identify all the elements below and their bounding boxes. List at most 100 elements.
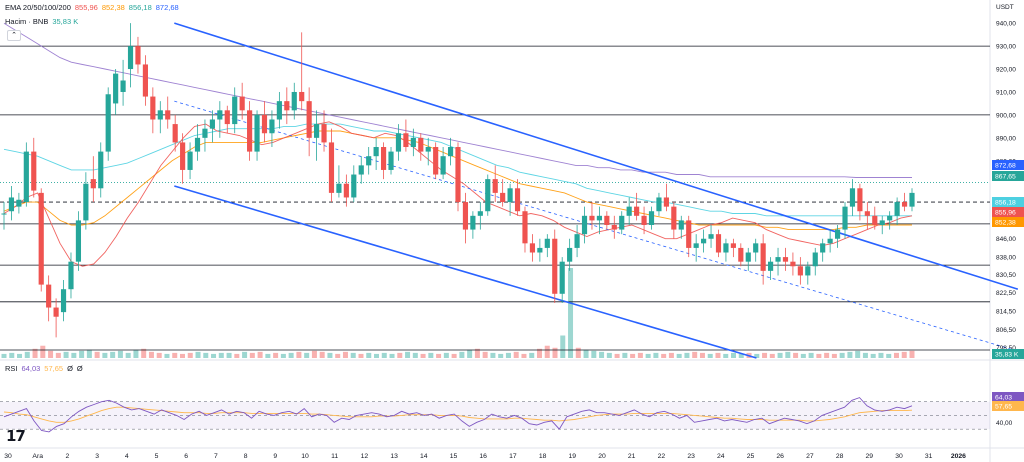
candle-body bbox=[261, 114, 268, 134]
price-axis-tick: 930,00 bbox=[996, 44, 1016, 51]
volume-bar bbox=[699, 352, 705, 358]
volume-bar bbox=[311, 350, 317, 358]
volume-bar bbox=[436, 353, 442, 358]
candle-body bbox=[254, 114, 260, 152]
rsi-axis-tick: 40,00 bbox=[996, 420, 1013, 427]
time-axis-label: 12 bbox=[361, 453, 369, 460]
candle-body bbox=[753, 243, 759, 253]
candle-body bbox=[574, 234, 580, 248]
candle-body bbox=[641, 215, 647, 225]
candle-body bbox=[90, 179, 96, 189]
candle-body bbox=[842, 206, 848, 230]
candle-body bbox=[537, 247, 543, 253]
channel-mid-dashed-line bbox=[174, 100, 1018, 352]
volume-bar bbox=[692, 351, 698, 358]
price-axis-tick: 838,00 bbox=[996, 255, 1016, 262]
volume-bar bbox=[668, 352, 674, 358]
price-axis-tick: 920,00 bbox=[996, 67, 1016, 74]
candle-body bbox=[395, 133, 402, 152]
candle-body bbox=[75, 220, 82, 262]
volume-legend-label: Hacim · BNB bbox=[5, 17, 49, 26]
volume-bar bbox=[187, 352, 193, 358]
volume-bar bbox=[676, 353, 682, 358]
candle-body bbox=[187, 151, 193, 170]
candle-body bbox=[433, 147, 439, 175]
volume-bar bbox=[886, 353, 892, 358]
candle-body bbox=[306, 101, 312, 138]
volume-bar bbox=[459, 351, 465, 358]
volume-bar bbox=[715, 352, 721, 358]
candle-body bbox=[864, 211, 870, 216]
candle-body bbox=[60, 289, 67, 313]
candle-body bbox=[552, 238, 558, 294]
volume-bar bbox=[785, 351, 791, 358]
volume-bar bbox=[831, 353, 837, 358]
candle-body bbox=[492, 179, 498, 193]
candle-body bbox=[291, 91, 297, 111]
rsi-value: 64,03 bbox=[21, 364, 41, 373]
candle-body bbox=[336, 183, 342, 193]
time-axis-label: 27 bbox=[806, 453, 814, 460]
volume-bar bbox=[862, 352, 868, 358]
candle-body bbox=[276, 101, 282, 120]
rsi-tag bbox=[992, 392, 1024, 402]
volume-bar bbox=[125, 352, 131, 358]
volume-bar bbox=[637, 352, 643, 358]
candle-body bbox=[663, 197, 669, 207]
volume-bar bbox=[86, 349, 92, 358]
ema50-value: 852,38 bbox=[101, 3, 125, 12]
volume-bar bbox=[482, 351, 488, 358]
candle-body bbox=[849, 188, 856, 207]
candle-body bbox=[827, 238, 833, 244]
volume-bar bbox=[71, 352, 77, 358]
collapse-legend-button[interactable]: ⌃ bbox=[7, 30, 21, 41]
price-tag-label: 867,65 bbox=[995, 174, 1016, 181]
ema200-line bbox=[3, 22, 912, 178]
candle-body bbox=[656, 197, 662, 212]
price-tag bbox=[992, 197, 1024, 207]
time-axis-label: 6 bbox=[184, 453, 188, 460]
volume-bar bbox=[451, 353, 457, 358]
candle-body bbox=[299, 91, 305, 102]
candle-body bbox=[418, 137, 424, 152]
volume-bar bbox=[568, 268, 574, 358]
time-axis-label: 29 bbox=[866, 453, 874, 460]
rsi-line bbox=[3, 397, 913, 433]
candle-body bbox=[760, 243, 766, 271]
volume-bar bbox=[428, 352, 434, 358]
candle-body bbox=[567, 247, 573, 262]
volume-bar bbox=[707, 353, 713, 358]
volume-bar bbox=[498, 353, 504, 358]
price-axis-currency: USDT bbox=[996, 4, 1014, 11]
time-axis-label: 3 bbox=[95, 453, 99, 460]
candle-body bbox=[686, 220, 692, 248]
candle-body bbox=[500, 192, 506, 203]
volume-bar bbox=[40, 345, 46, 358]
volume-bar bbox=[855, 350, 861, 358]
time-axis-label: 18 bbox=[539, 453, 547, 460]
price-axis-tick: 910,00 bbox=[996, 89, 1016, 96]
candle-body bbox=[894, 202, 900, 216]
volume-bar bbox=[257, 351, 263, 358]
price-tag-label: 852,38 bbox=[995, 220, 1016, 227]
tradingview-logo-icon: 17 bbox=[6, 427, 26, 445]
volume-bar bbox=[738, 353, 744, 358]
price-tag bbox=[992, 171, 1024, 181]
volume-bar bbox=[164, 353, 170, 358]
volume-bar bbox=[265, 353, 271, 358]
candle-body bbox=[708, 234, 714, 239]
volume-value: 35,83 K bbox=[52, 17, 79, 26]
volume-bar bbox=[102, 352, 108, 358]
candle-body bbox=[31, 151, 37, 191]
ema200-value: 872,68 bbox=[155, 3, 179, 12]
price-axis-tick: 900,00 bbox=[996, 112, 1016, 119]
volume-bar bbox=[17, 353, 23, 358]
volume-legend: Hacim · BNB 35,83 K bbox=[5, 17, 78, 26]
candle-body bbox=[887, 215, 893, 221]
candle-body bbox=[604, 215, 610, 225]
candle-body bbox=[768, 261, 774, 271]
volume-bar bbox=[211, 353, 217, 358]
time-axis-label: 5 bbox=[155, 453, 159, 460]
